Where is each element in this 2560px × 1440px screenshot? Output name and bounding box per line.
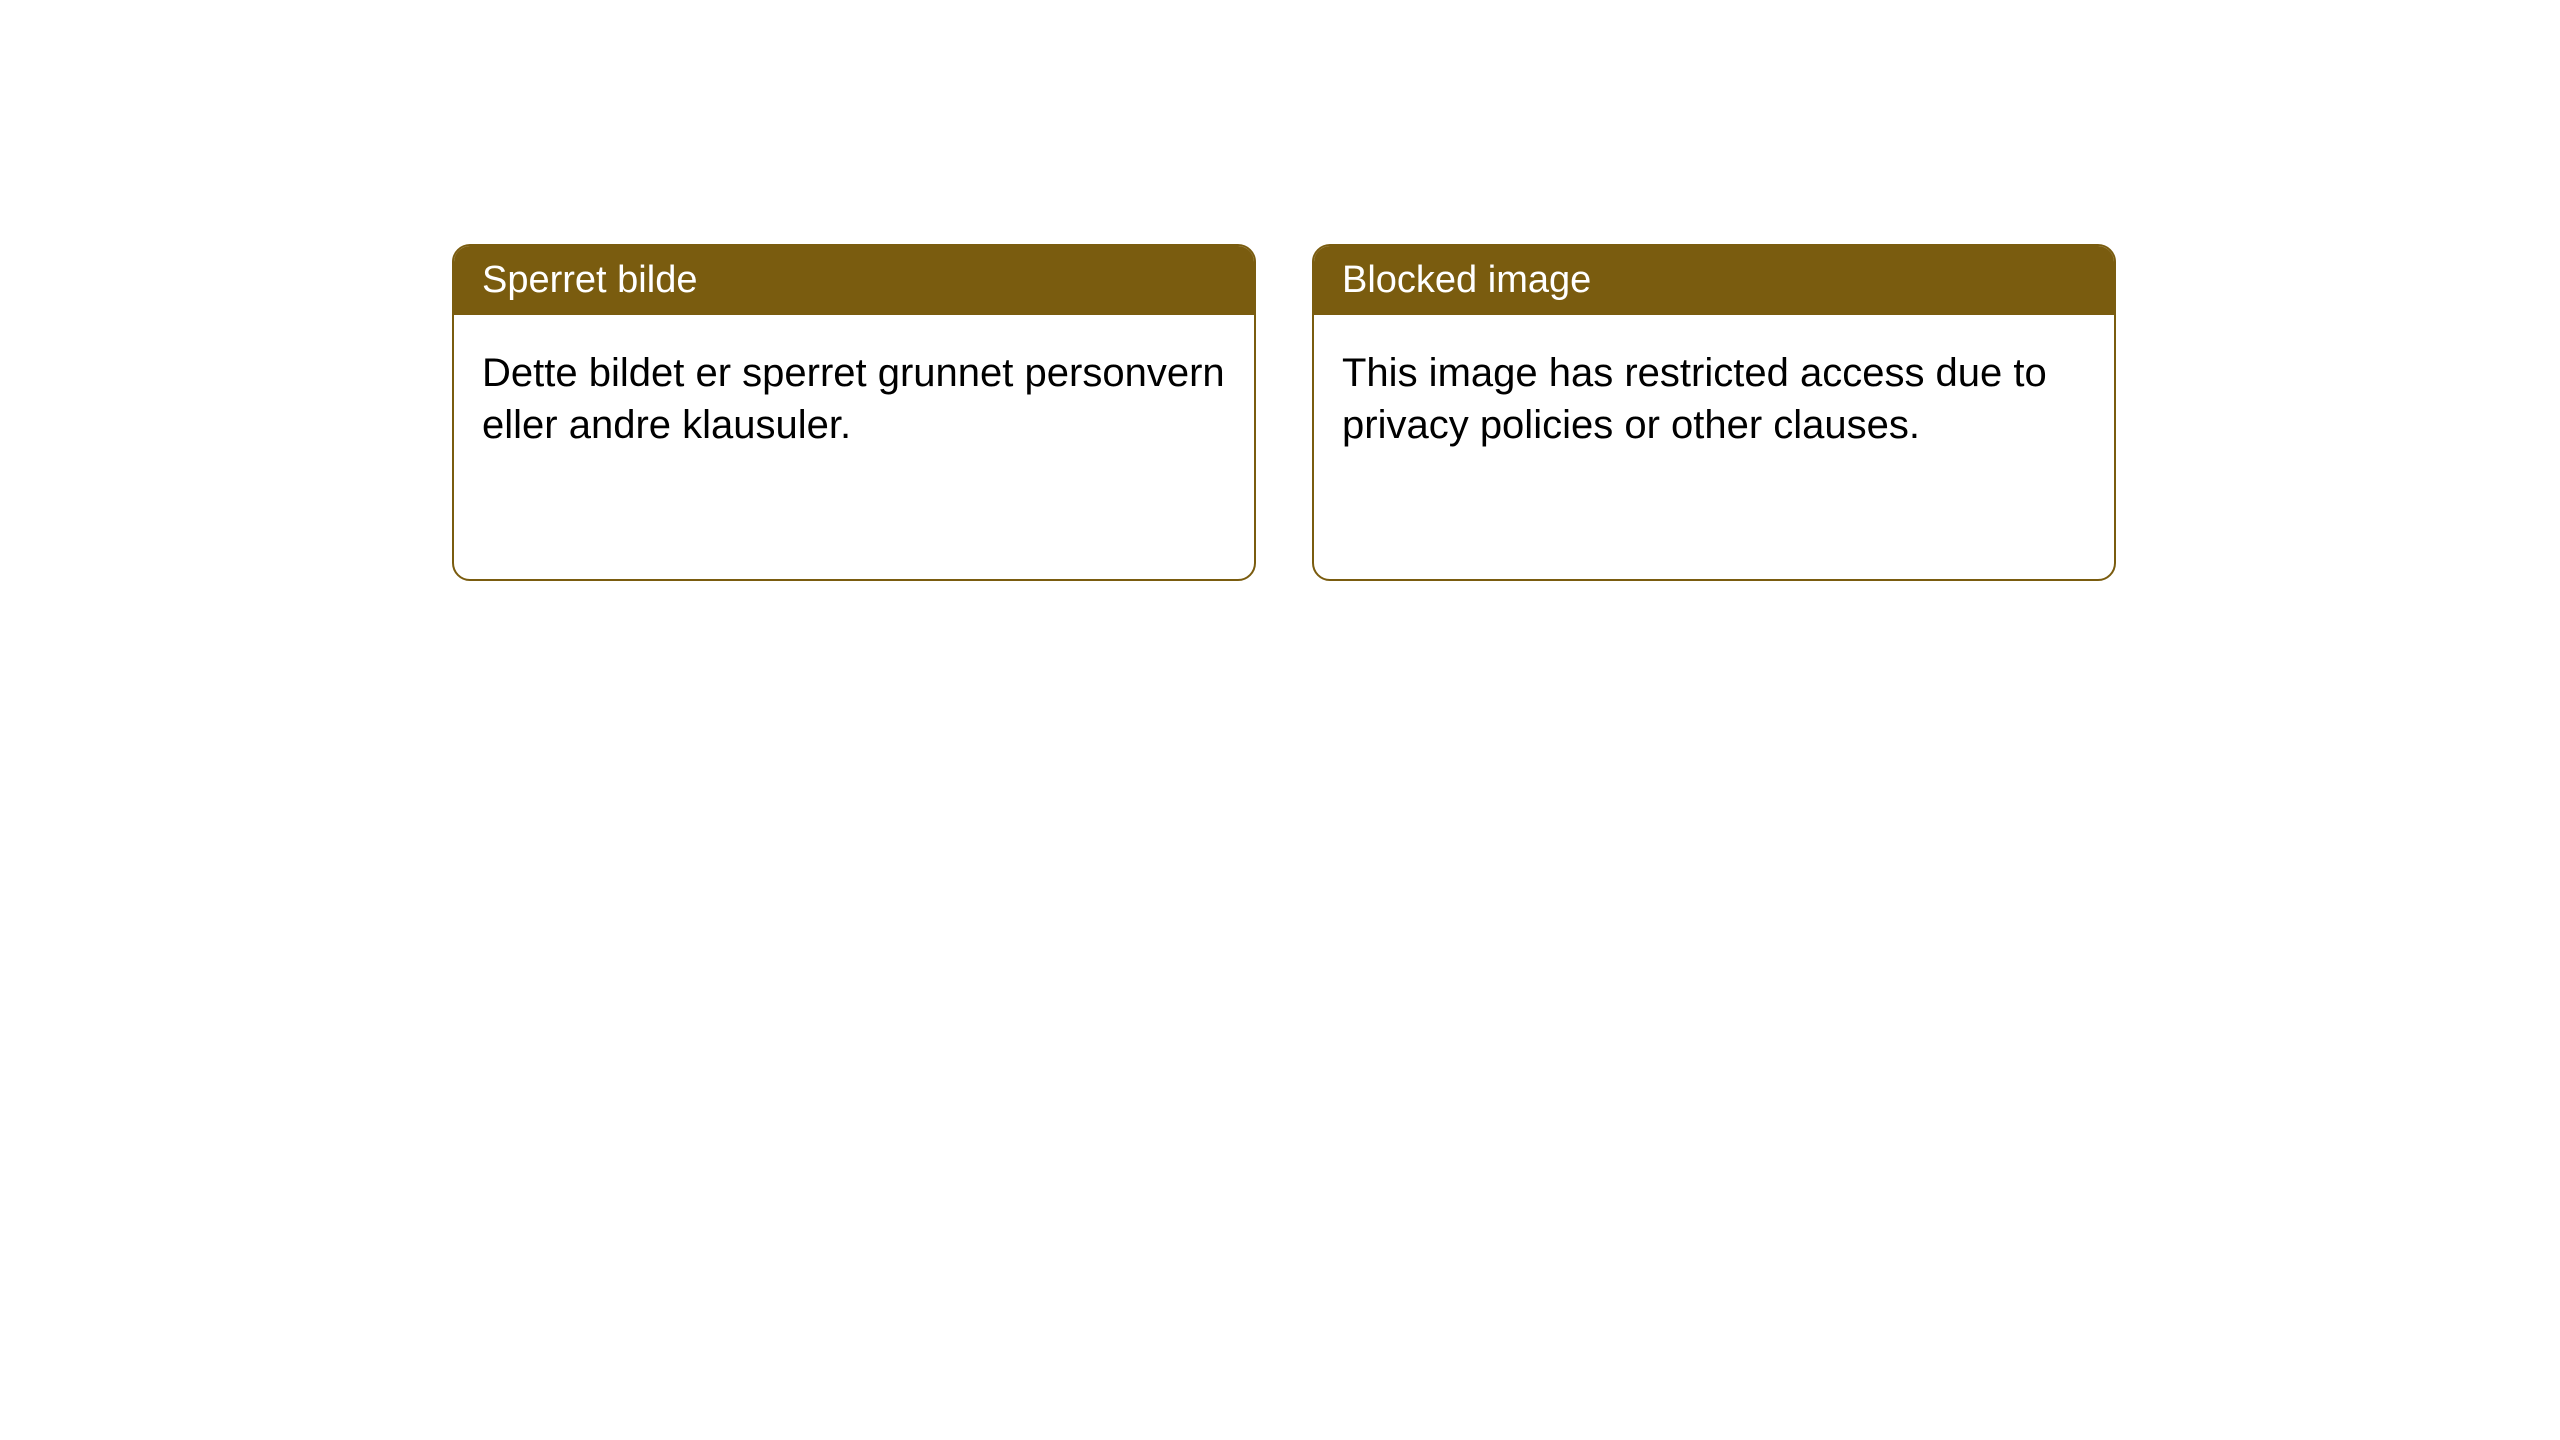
blocked-image-card-no: Sperret bilde Dette bildet er sperret gr…: [452, 244, 1256, 581]
notice-cards-container: Sperret bilde Dette bildet er sperret gr…: [452, 244, 2116, 581]
card-title-no: Sperret bilde: [482, 259, 697, 301]
card-body-text-en: This image has restricted access due to …: [1342, 351, 2047, 447]
blocked-image-card-en: Blocked image This image has restricted …: [1312, 244, 2116, 581]
card-header-no: Sperret bilde: [454, 246, 1254, 315]
card-title-en: Blocked image: [1342, 259, 1591, 301]
card-body-text-no: Dette bildet er sperret grunnet personve…: [482, 351, 1225, 447]
card-header-en: Blocked image: [1314, 246, 2114, 315]
card-body-no: Dette bildet er sperret grunnet personve…: [454, 315, 1254, 483]
card-body-en: This image has restricted access due to …: [1314, 315, 2114, 483]
